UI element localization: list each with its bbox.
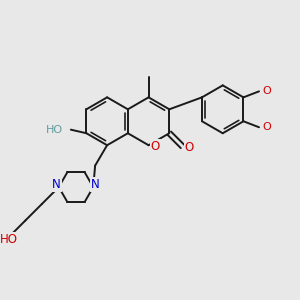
Text: O: O xyxy=(184,141,194,154)
Text: O: O xyxy=(151,140,160,153)
Text: O: O xyxy=(262,122,271,132)
Text: N: N xyxy=(52,178,61,191)
Text: N: N xyxy=(91,178,100,191)
Text: HO: HO xyxy=(0,232,18,245)
Text: O: O xyxy=(262,86,271,96)
Text: HO: HO xyxy=(46,125,63,135)
